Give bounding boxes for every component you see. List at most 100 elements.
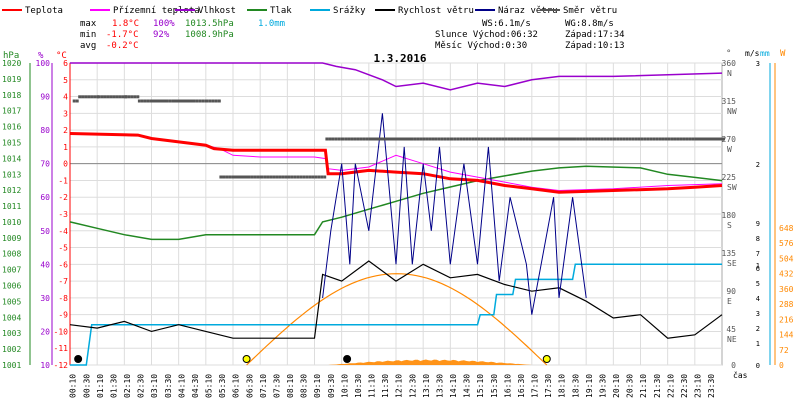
tick-ms: 1 xyxy=(756,262,760,270)
wind-dir-dot xyxy=(225,175,229,179)
wind-dir-dot xyxy=(537,137,541,141)
wind-dir-dot xyxy=(489,137,493,141)
axis-c-title: °C xyxy=(56,51,67,61)
axis-hpa-title: hPa xyxy=(3,51,19,61)
wind-dir-dot xyxy=(437,137,441,141)
wind-dir-dot xyxy=(507,137,511,141)
wind-dir-dot xyxy=(465,137,469,141)
wind-dir-dot xyxy=(691,137,695,141)
stat-avg-label: avg xyxy=(80,41,96,51)
wind-dir-dot xyxy=(670,137,674,141)
wind-dir-dot xyxy=(582,137,586,141)
wind-dir-dot xyxy=(353,137,357,141)
wind-dir-dot xyxy=(130,95,134,99)
wind-dir-dot xyxy=(263,175,267,179)
tick-dir: E xyxy=(727,297,732,306)
wind-dir-dot xyxy=(245,175,248,179)
wind-dir-dot xyxy=(143,99,147,103)
tick-c: 3 xyxy=(63,109,68,118)
stat-precip: 1.0mm xyxy=(258,19,285,29)
wind-dir-dot xyxy=(337,137,341,141)
wind-dir-dot xyxy=(78,95,82,99)
tick-ms: 7 xyxy=(756,250,760,258)
wind-dir-dot xyxy=(664,137,668,141)
wind-dir-dot xyxy=(408,137,411,141)
wind-dir-dot xyxy=(634,137,638,141)
tick-ms: 5 xyxy=(756,280,760,288)
tick-x: 11:10 xyxy=(368,374,377,398)
wind-dir-dot xyxy=(195,99,199,103)
wind-dir-dot xyxy=(222,175,226,179)
tick-c: -3 xyxy=(58,210,68,219)
tick-x: 18:10 xyxy=(558,374,567,398)
tick-x: 20:30 xyxy=(626,374,635,398)
tick-x: 18:30 xyxy=(571,374,580,398)
wind-dir-dot xyxy=(256,175,260,179)
tick-x: 16:10 xyxy=(503,374,512,398)
tick-deg: 135 xyxy=(722,249,737,258)
tick-x: 02:10 xyxy=(123,374,132,398)
wind-dir-dot xyxy=(377,137,381,141)
stat-max-press: 1013.5hPa xyxy=(185,19,234,29)
tick-x: 23:10 xyxy=(694,374,703,398)
tick-pct: 10 xyxy=(40,361,50,370)
wind-dir-dot xyxy=(474,137,478,141)
wind-dir-dot xyxy=(317,175,321,179)
tick-x: 04:30 xyxy=(191,374,200,398)
wind-dir-dot xyxy=(137,99,141,103)
wind-dir-dot xyxy=(371,137,375,141)
wind-dir-dot xyxy=(492,137,496,141)
wind-dir-dot xyxy=(219,175,223,179)
wind-dir-dot xyxy=(314,175,318,179)
wind-dir-dot xyxy=(480,137,484,141)
wind-dir-dot xyxy=(344,137,348,141)
wind-dir-dot xyxy=(419,137,423,141)
wind-dir-dot xyxy=(296,175,300,179)
wind-dir-dot xyxy=(661,137,665,141)
wind-dir-dot xyxy=(171,99,175,103)
legend-label-0: Teplota xyxy=(25,6,63,16)
wind-dir-dot xyxy=(588,137,592,141)
wind-dir-dot xyxy=(425,137,429,141)
wind-dir-dot xyxy=(103,95,107,99)
tick-x: 13:30 xyxy=(435,374,444,398)
wind-dir-dot xyxy=(165,99,169,103)
stat-sun-set: Západ:17:34 xyxy=(565,30,625,40)
wind-dir-dot xyxy=(253,175,257,179)
stat-ws: WS:6.1m/s xyxy=(482,19,531,29)
wind-dir-dot xyxy=(706,137,710,141)
wind-dir-dot xyxy=(133,95,137,99)
tick-pct: 50 xyxy=(40,227,50,236)
wind-dir-dot xyxy=(555,137,559,141)
wind-dir-dot xyxy=(688,137,692,141)
tick-dir: W xyxy=(727,145,732,154)
stats-block: max 1.8°C 100% 1013.5hPa 1.0mm min -1.7°C 92% 10… xyxy=(80,19,625,51)
wind-dir-dot xyxy=(405,137,408,141)
wind-dir-dot xyxy=(625,137,629,141)
stat-max-label: max xyxy=(80,19,97,29)
tick-pct: 100 xyxy=(36,59,51,68)
tick-x: 05:10 xyxy=(205,374,214,398)
wind-dir-dot xyxy=(109,95,113,99)
wind-dir-dot xyxy=(362,137,366,141)
wind-dir-dot xyxy=(140,99,144,103)
wind-dir-dot xyxy=(486,137,490,141)
wind-dir-dot xyxy=(700,137,704,141)
wind-dir-dot xyxy=(205,99,209,103)
wind-dir-dot xyxy=(573,137,577,141)
tick-ms: 3 xyxy=(756,60,760,68)
tick-hpa: 1002 xyxy=(2,345,21,354)
wind-dir-dot xyxy=(568,137,571,141)
tick-hpa: 1015 xyxy=(2,138,21,147)
tick-c: 1 xyxy=(63,143,68,152)
wind-dir-dot xyxy=(413,137,417,141)
tick-x: 07:30 xyxy=(272,374,281,398)
wind-dir-dot xyxy=(579,137,583,141)
tick-hpa: 1001 xyxy=(2,361,21,370)
wind-dir-dot xyxy=(81,95,85,99)
tick-x: 02:30 xyxy=(137,374,146,398)
tick-hpa: 1006 xyxy=(2,282,21,291)
wind-dir-dot xyxy=(646,137,650,141)
wind-dir-dot xyxy=(383,137,387,141)
tick-deg: 225 xyxy=(722,173,737,182)
